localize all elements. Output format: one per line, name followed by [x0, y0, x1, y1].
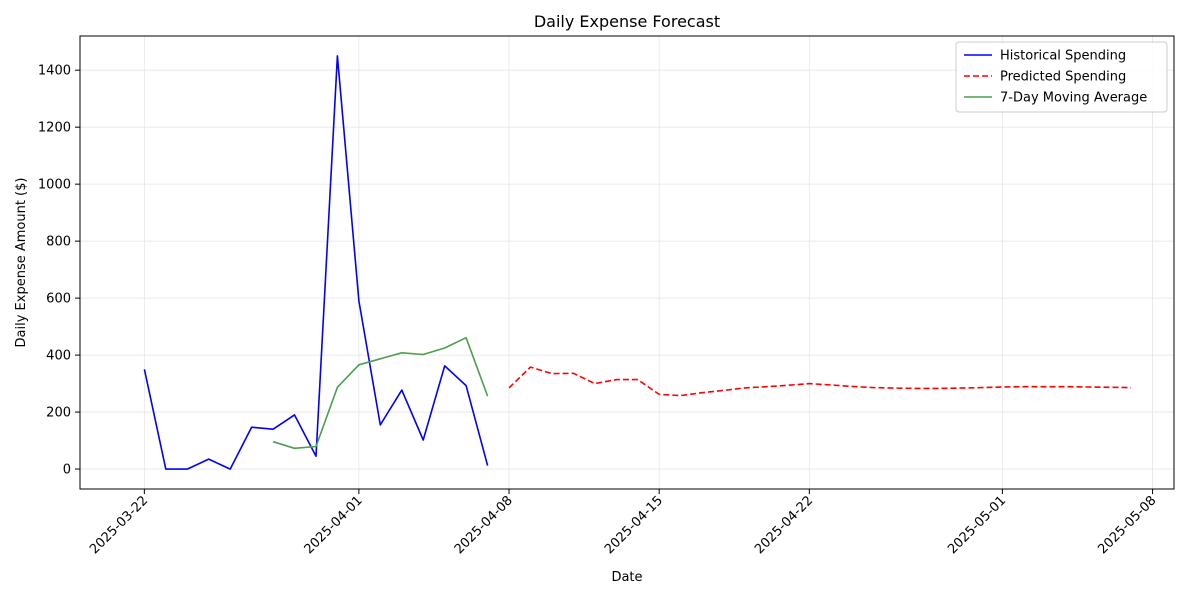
- x-tick-label: 2025-04-01: [302, 493, 366, 557]
- y-tick-label: 1200: [38, 121, 71, 136]
- y-tick-label: 0: [63, 463, 71, 478]
- chart-title: Daily Expense Forecast: [534, 12, 720, 31]
- x-axis: 2025-03-22 2025-04-01 2025-04-08 2025-04-15…: [87, 489, 1159, 557]
- y-tick-label: 400: [46, 349, 71, 364]
- y-tick-label: 800: [46, 235, 71, 250]
- y-tick-label: 200: [46, 406, 71, 421]
- x-tick-label: 2025-04-15: [602, 493, 666, 557]
- x-tick-label: 2025-03-22: [87, 493, 151, 557]
- x-tick-label: 2025-04-22: [752, 493, 816, 557]
- legend-box: [955, 41, 1168, 113]
- x-tick-label: 2025-05-08: [1095, 493, 1159, 557]
- x-axis-label: Date: [611, 570, 642, 585]
- legend-label-0: Historical Spending: [1000, 49, 1126, 64]
- legend-label-1: Predicted Spending: [1000, 70, 1126, 85]
- x-tick-label: 2025-05-01: [945, 493, 1009, 557]
- series-line-0: [143, 55, 489, 470]
- x-tick-label: 2025-04-08: [452, 493, 516, 557]
- y-tick-label: 600: [46, 292, 71, 307]
- y-axis-label: Daily Expense Amount ($): [14, 178, 29, 348]
- series-line-2: [272, 336, 489, 450]
- y-tick-label: 1000: [38, 178, 71, 193]
- series-layer: [143, 55, 1132, 470]
- y-axis: 0 200 400 600 800 1000 1200 1400: [38, 64, 80, 478]
- legend: Historical Spending Predicted Spending 7-D…: [955, 41, 1168, 113]
- legend-label-2: 7-Day Moving Average: [1000, 91, 1147, 106]
- plot-frame: [79, 35, 1175, 490]
- series-line-1: [508, 366, 1132, 397]
- y-tick-label: 1400: [38, 64, 71, 79]
